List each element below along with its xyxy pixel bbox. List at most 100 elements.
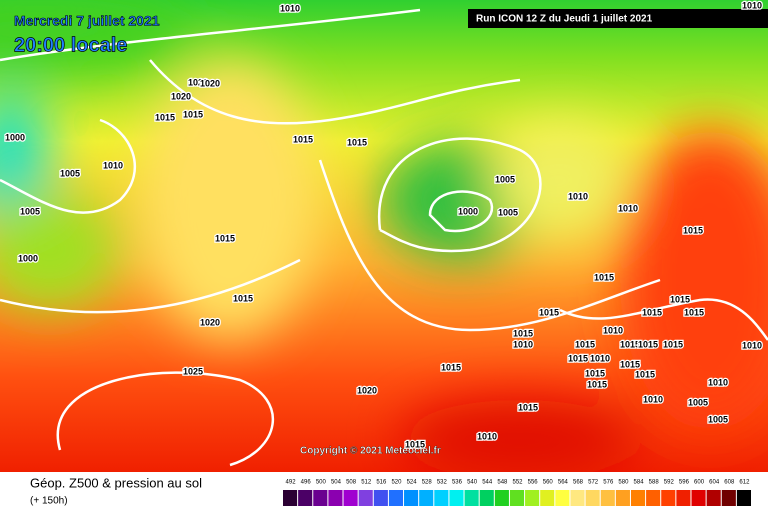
run-label: Run ICON 12 Z du Jeudi 1 juillet 2021 bbox=[476, 14, 653, 25]
isobar-label: 1015 bbox=[539, 307, 559, 317]
isobar-label: 1010 bbox=[568, 191, 588, 201]
isobar-label: 1015 bbox=[518, 402, 538, 412]
scale-swatch bbox=[373, 490, 388, 506]
scale-swatch bbox=[328, 490, 343, 506]
isobar-label: 1020 bbox=[200, 317, 220, 327]
scale-label: 540 bbox=[467, 480, 478, 486]
scale-label: 548 bbox=[497, 480, 508, 486]
isobar-label: 1010 bbox=[603, 325, 623, 335]
scale-swatch bbox=[585, 490, 600, 506]
isobar-label: 1015 bbox=[683, 225, 703, 235]
run-box bbox=[468, 9, 768, 28]
isobar-label: 1015 bbox=[620, 359, 640, 369]
isobar-label: 1015 bbox=[594, 272, 614, 282]
isobar-label: 1010 bbox=[618, 203, 638, 213]
scale-swatch bbox=[479, 490, 494, 506]
isobars bbox=[0, 8, 768, 467]
legend-title: Géop. Z500 & pression au sol bbox=[30, 475, 202, 490]
scale-label: 508 bbox=[346, 480, 357, 486]
scale-swatch bbox=[449, 490, 464, 506]
scale-swatch bbox=[404, 490, 419, 506]
copyright: Copyright © 2021 Meteociel.fr bbox=[300, 446, 441, 457]
isobar-label: 1015 bbox=[347, 137, 367, 147]
isobar-label: 1015 bbox=[568, 353, 588, 363]
scale-swatch bbox=[358, 490, 373, 506]
scale-label: 608 bbox=[724, 480, 735, 486]
isobar-label: 1005 bbox=[708, 414, 728, 424]
scale-swatch bbox=[343, 490, 358, 506]
scale-swatch bbox=[283, 490, 298, 506]
scale-swatch bbox=[691, 490, 706, 506]
scale-swatch bbox=[540, 490, 555, 506]
scale-label: 580 bbox=[618, 480, 629, 486]
scale-swatch bbox=[298, 490, 313, 506]
isobar-label: 1020 bbox=[171, 91, 191, 101]
isobar-label: 1005 bbox=[688, 397, 708, 407]
isobar-label: 1000 bbox=[458, 206, 478, 216]
isobar-label: 1000 bbox=[18, 253, 38, 263]
scale-label: 556 bbox=[528, 480, 539, 486]
scale-label: 532 bbox=[437, 480, 448, 486]
isobar-label: 1015 bbox=[183, 109, 203, 119]
isobar-label: 1010 bbox=[708, 377, 728, 387]
scale-label: 492 bbox=[286, 480, 297, 486]
isobar-label: 1010 bbox=[742, 340, 762, 350]
isobar-label: 1010 bbox=[513, 339, 533, 349]
scale-swatch bbox=[313, 490, 328, 506]
scale-label: 520 bbox=[391, 480, 402, 486]
scale-label: 544 bbox=[482, 480, 493, 486]
isobar-label: 1015 bbox=[575, 339, 595, 349]
scale-label: 592 bbox=[664, 480, 675, 486]
isobar-label: 1010 bbox=[742, 0, 762, 10]
scale-swatch bbox=[525, 490, 540, 506]
isobar-label: 1010 bbox=[280, 3, 300, 13]
isobar-label: 1000 bbox=[5, 132, 25, 142]
isobar-label: 1015 bbox=[441, 362, 461, 372]
isobar-label: 1015 bbox=[215, 233, 235, 243]
isobar-label: 1015 bbox=[405, 439, 425, 449]
isobar-label: 1015 bbox=[670, 294, 690, 304]
scale-label: 528 bbox=[422, 480, 433, 486]
isobar-label: 1010 bbox=[643, 394, 663, 404]
isobar-label: 1020 bbox=[188, 77, 208, 87]
isobar-label: 1010 bbox=[477, 431, 497, 441]
scale-label: 596 bbox=[679, 480, 690, 486]
isobar-label: 1015 bbox=[233, 293, 253, 303]
isobar-label: 1010 bbox=[590, 353, 610, 363]
scale-swatch bbox=[721, 490, 736, 506]
scale-swatch bbox=[509, 490, 525, 506]
scale-label: 588 bbox=[649, 480, 660, 486]
isobar-label: 1015 bbox=[663, 339, 683, 349]
scale-label: 604 bbox=[709, 480, 720, 486]
scale-label: 560 bbox=[543, 480, 554, 486]
scale-label: 536 bbox=[452, 480, 463, 486]
field-blobs bbox=[0, 0, 768, 480]
scale-swatch bbox=[676, 490, 691, 506]
scale-swatch bbox=[570, 490, 585, 506]
scale-label: 524 bbox=[407, 480, 418, 486]
forecast-date: Mercredi 7 juillet 2021 bbox=[14, 13, 160, 29]
scale-swatch bbox=[630, 490, 646, 506]
isobar-label: 1015 bbox=[513, 328, 533, 338]
isobar-label: 1015 bbox=[635, 369, 655, 379]
scale-swatch bbox=[555, 490, 570, 506]
scale-label: 576 bbox=[603, 480, 614, 486]
isobar-label: 1010 bbox=[103, 160, 123, 170]
scale-label: 564 bbox=[558, 480, 569, 486]
isobar-label: 1025 bbox=[183, 366, 203, 376]
scale-swatch bbox=[388, 490, 404, 506]
scale-label: 572 bbox=[588, 480, 599, 486]
scale-label: 496 bbox=[301, 480, 312, 486]
scale-swatch bbox=[464, 490, 479, 506]
isobar-label: 1020 bbox=[200, 78, 220, 88]
isobar-label: 1005 bbox=[60, 168, 80, 178]
scale-label: 600 bbox=[694, 480, 705, 486]
scale-swatch bbox=[615, 490, 630, 506]
scale-swatch bbox=[736, 490, 751, 506]
scale-label: 568 bbox=[573, 480, 584, 486]
scale-label: 504 bbox=[331, 480, 342, 486]
legend-subtitle: (+ 150h) bbox=[30, 496, 68, 507]
scale-swatch bbox=[661, 490, 676, 506]
scale-swatch bbox=[419, 490, 434, 506]
